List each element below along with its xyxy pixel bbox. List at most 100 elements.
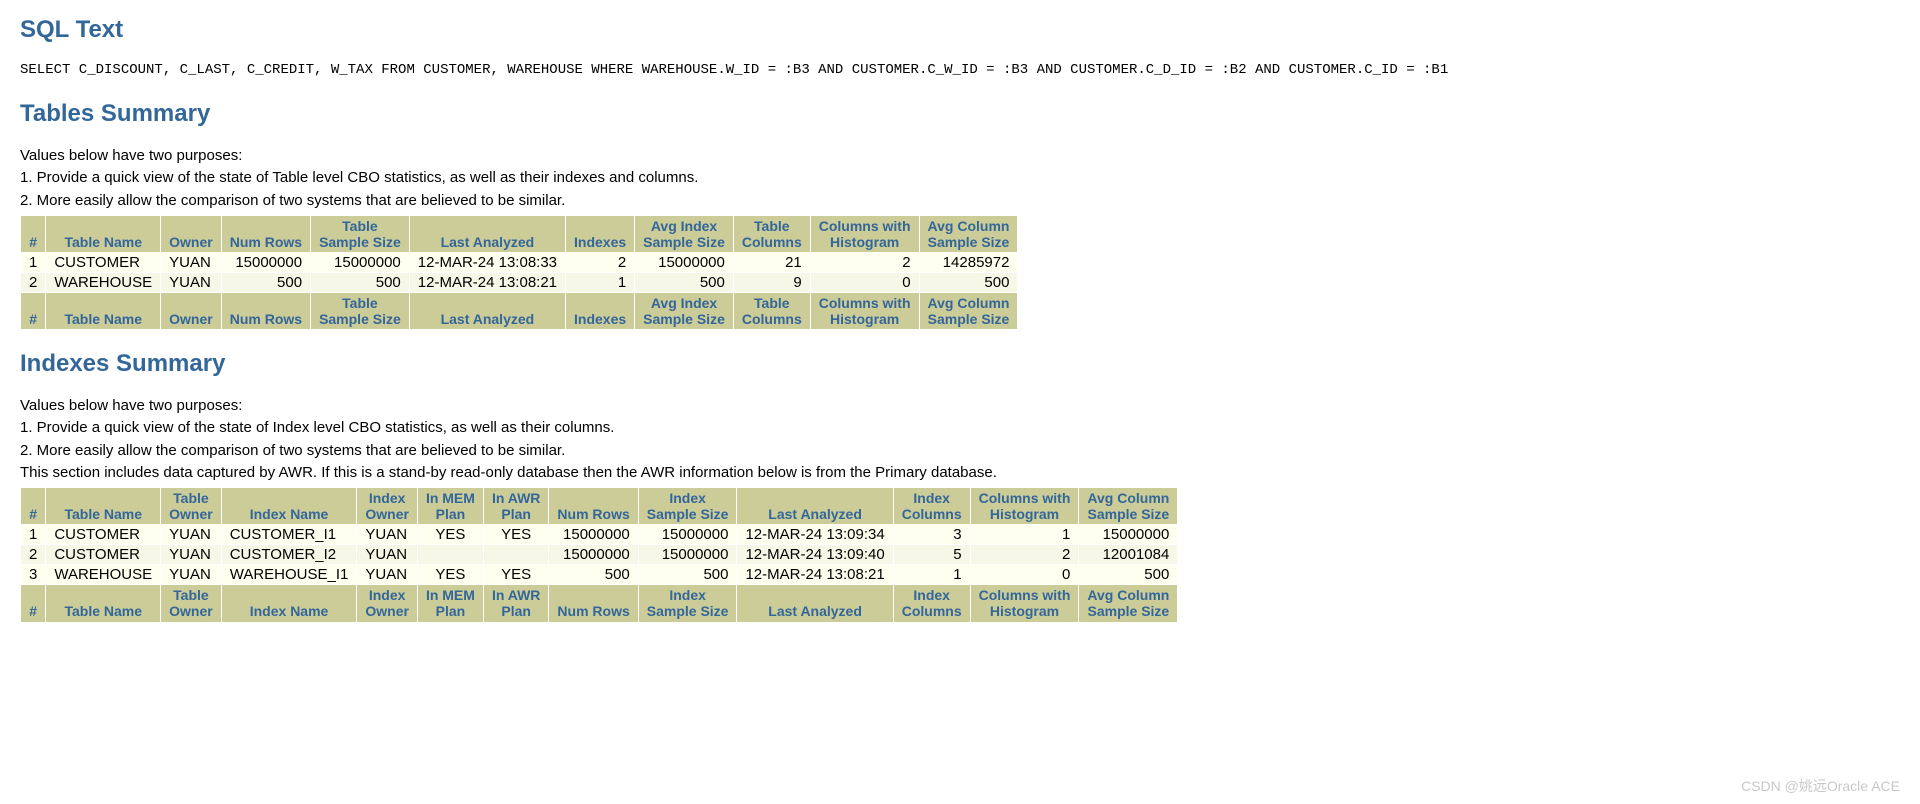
column-header: TableOwner bbox=[161, 585, 221, 621]
column-header: In MEMPlan bbox=[418, 488, 483, 524]
table-cell: 1 bbox=[21, 525, 45, 544]
table-cell: CUSTOMER bbox=[46, 525, 160, 544]
table-cell: 500 bbox=[549, 565, 637, 584]
table-cell: 5 bbox=[894, 545, 970, 564]
tables-summary-intro: Values below have two purposes:1. Provid… bbox=[20, 146, 1900, 211]
indexes-summary-table: #Table NameTableOwnerIndex NameIndexOwne… bbox=[20, 487, 1178, 622]
column-header: Avg IndexSample Size bbox=[635, 293, 733, 329]
table-cell: WAREHOUSE_I1 bbox=[222, 565, 357, 584]
column-header: Table Name bbox=[46, 585, 160, 621]
column-header: Avg ColumnSample Size bbox=[920, 216, 1018, 252]
table-cell: WAREHOUSE bbox=[46, 565, 160, 584]
column-header: IndexOwner bbox=[357, 488, 417, 524]
column-header: IndexColumns bbox=[894, 585, 970, 621]
column-header: Indexes bbox=[566, 293, 634, 329]
table-cell: 12-MAR-24 13:09:40 bbox=[737, 545, 892, 564]
column-header: Num Rows bbox=[222, 293, 310, 329]
table-cell: 15000000 bbox=[311, 253, 409, 272]
table-cell: YES bbox=[484, 525, 548, 544]
column-header: Avg ColumnSample Size bbox=[1079, 585, 1177, 621]
table-cell: 0 bbox=[971, 565, 1079, 584]
table-cell: YUAN bbox=[161, 565, 221, 584]
column-header: Num Rows bbox=[549, 585, 637, 621]
table-cell: 12-MAR-24 13:08:33 bbox=[410, 253, 565, 272]
column-header: TableOwner bbox=[161, 488, 221, 524]
table-cell: 15000000 bbox=[549, 525, 637, 544]
column-header: TableColumns bbox=[734, 293, 810, 329]
table-cell: 2 bbox=[21, 273, 45, 292]
table-cell: 15000000 bbox=[549, 545, 637, 564]
column-header: Last Analyzed bbox=[410, 293, 565, 329]
tables-summary-table: #Table NameOwnerNum RowsTableSample Size… bbox=[20, 215, 1018, 330]
table-row: 1CUSTOMERYUAN150000001500000012-MAR-24 1… bbox=[21, 253, 1017, 272]
column-header: Num Rows bbox=[222, 216, 310, 252]
table-row: 3WAREHOUSEYUANWAREHOUSE_I1YUANYESYES5005… bbox=[21, 565, 1177, 584]
table-cell: YUAN bbox=[161, 273, 221, 292]
table-cell: YUAN bbox=[357, 545, 417, 564]
column-header: IndexOwner bbox=[357, 585, 417, 621]
column-header: Table Name bbox=[46, 293, 160, 329]
table-cell: YUAN bbox=[357, 565, 417, 584]
column-header: Owner bbox=[161, 216, 221, 252]
table-cell: YES bbox=[418, 565, 483, 584]
sql-text-heading: SQL Text bbox=[20, 16, 1900, 44]
column-header: In AWRPlan bbox=[484, 585, 548, 621]
table-cell: 15000000 bbox=[222, 253, 310, 272]
table-cell: 3 bbox=[21, 565, 45, 584]
table-cell: YES bbox=[418, 525, 483, 544]
table-cell: CUSTOMER_I1 bbox=[222, 525, 357, 544]
table-cell: 12-MAR-24 13:08:21 bbox=[737, 565, 892, 584]
column-header: Last Analyzed bbox=[737, 585, 892, 621]
intro-line: This section includes data captured by A… bbox=[20, 463, 1900, 483]
table-cell: 1 bbox=[894, 565, 970, 584]
column-header: TableColumns bbox=[734, 216, 810, 252]
table-cell: 1 bbox=[21, 253, 45, 272]
column-header: Indexes bbox=[566, 216, 634, 252]
table-cell: 2 bbox=[971, 545, 1079, 564]
table-row: 2CUSTOMERYUANCUSTOMER_I2YUAN150000001500… bbox=[21, 545, 1177, 564]
intro-line: 2. More easily allow the comparison of t… bbox=[20, 191, 1900, 211]
table-row: 2WAREHOUSEYUAN50050012-MAR-24 13:08:2115… bbox=[21, 273, 1017, 292]
column-header: Last Analyzed bbox=[410, 216, 565, 252]
table-cell: YUAN bbox=[161, 253, 221, 272]
table-row: 1CUSTOMERYUANCUSTOMER_I1YUANYESYES150000… bbox=[21, 525, 1177, 544]
column-header: IndexSample Size bbox=[639, 488, 737, 524]
table-cell: 15000000 bbox=[639, 545, 737, 564]
column-header: Columns withHistogram bbox=[811, 216, 919, 252]
table-cell: 500 bbox=[639, 565, 737, 584]
column-header: IndexSample Size bbox=[639, 585, 737, 621]
intro-line: Values below have two purposes: bbox=[20, 146, 1900, 166]
table-cell: 15000000 bbox=[635, 253, 733, 272]
table-cell: YES bbox=[484, 565, 548, 584]
column-header: # bbox=[21, 216, 45, 252]
table-cell: 12-MAR-24 13:09:34 bbox=[737, 525, 892, 544]
table-cell: 500 bbox=[920, 273, 1018, 292]
column-header: Index Name bbox=[222, 488, 357, 524]
table-cell: 21 bbox=[734, 253, 810, 272]
table-cell bbox=[418, 545, 483, 564]
column-header: Columns withHistogram bbox=[971, 488, 1079, 524]
table-cell: 0 bbox=[811, 273, 919, 292]
column-header: # bbox=[21, 585, 45, 621]
table-cell: YUAN bbox=[161, 525, 221, 544]
table-cell: 12001084 bbox=[1079, 545, 1177, 564]
indexes-summary-intro: Values below have two purposes:1. Provid… bbox=[20, 396, 1900, 483]
column-header: Avg ColumnSample Size bbox=[920, 293, 1018, 329]
column-header: In MEMPlan bbox=[418, 585, 483, 621]
table-cell: 500 bbox=[1079, 565, 1177, 584]
watermark: CSDN @姚远Oracle ACE bbox=[1741, 776, 1900, 796]
indexes-summary-heading: Indexes Summary bbox=[20, 350, 1900, 378]
column-header: # bbox=[21, 293, 45, 329]
table-cell: 2 bbox=[566, 253, 634, 272]
table-cell: 500 bbox=[222, 273, 310, 292]
column-header: Last Analyzed bbox=[737, 488, 892, 524]
table-cell: 12-MAR-24 13:08:21 bbox=[410, 273, 565, 292]
table-cell: 2 bbox=[811, 253, 919, 272]
table-cell: YUAN bbox=[357, 525, 417, 544]
column-header: In AWRPlan bbox=[484, 488, 548, 524]
column-header: TableSample Size bbox=[311, 216, 409, 252]
column-header: Avg ColumnSample Size bbox=[1079, 488, 1177, 524]
table-cell: 500 bbox=[311, 273, 409, 292]
table-cell: 500 bbox=[635, 273, 733, 292]
column-header: Owner bbox=[161, 293, 221, 329]
